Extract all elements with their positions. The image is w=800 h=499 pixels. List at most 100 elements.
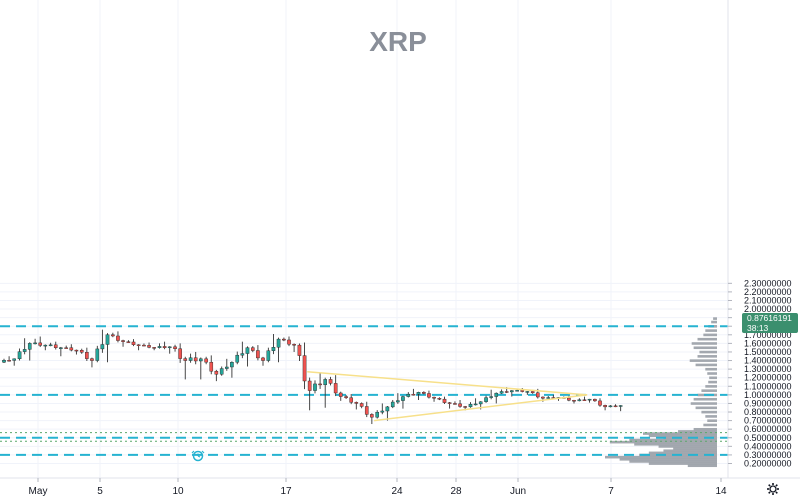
candle-body bbox=[17, 351, 22, 360]
volume-profile-bar bbox=[705, 415, 717, 418]
candle-body bbox=[214, 370, 219, 375]
volume-profile-bar bbox=[705, 367, 717, 371]
candle-body bbox=[463, 406, 467, 408]
candle-body bbox=[74, 349, 79, 352]
candle-body bbox=[276, 338, 281, 348]
candle-body bbox=[271, 347, 276, 351]
x-tick-label: 24 bbox=[391, 486, 403, 497]
candle-body bbox=[302, 355, 307, 382]
candle-body bbox=[396, 400, 400, 403]
candle-body bbox=[484, 397, 488, 402]
candle-body bbox=[178, 348, 182, 359]
y-tick-label: 0.40000000 bbox=[744, 441, 792, 451]
candle-body bbox=[572, 400, 576, 402]
candle-body bbox=[354, 402, 359, 404]
chart-title: XRP bbox=[369, 26, 427, 57]
x-tick-label: 7 bbox=[608, 486, 614, 497]
y-tick-label: 1.70000000 bbox=[744, 330, 792, 340]
candle-body bbox=[422, 392, 426, 394]
candle-body bbox=[297, 344, 302, 356]
volume-profile-bar bbox=[703, 423, 717, 427]
candle-body bbox=[401, 396, 405, 401]
candle-body bbox=[520, 390, 525, 392]
candle-body bbox=[173, 346, 177, 349]
alarm-clock-icon[interactable] bbox=[191, 450, 205, 462]
candle-body bbox=[261, 357, 265, 361]
candle-body bbox=[437, 398, 442, 400]
volume-profile-bar bbox=[693, 346, 717, 350]
candle-body bbox=[525, 391, 530, 393]
time-axis[interactable]: May 5 10 17 24 28 Jun 7 14 bbox=[29, 478, 727, 497]
candle-body bbox=[338, 392, 343, 397]
price-axis-background bbox=[728, 0, 800, 478]
candle-body bbox=[7, 360, 11, 362]
candle-body bbox=[313, 383, 317, 391]
candle-body bbox=[333, 383, 338, 394]
y-tick-label: 0.90000000 bbox=[744, 398, 792, 408]
volume-profile-bar bbox=[695, 363, 717, 367]
candle-body bbox=[147, 345, 151, 348]
triangle-lower-line bbox=[374, 394, 588, 422]
candle-body bbox=[593, 398, 597, 402]
candle-body bbox=[157, 346, 162, 348]
gear-icon[interactable] bbox=[767, 483, 779, 495]
x-tick-label: May bbox=[29, 486, 48, 497]
volume-profile-bar bbox=[703, 333, 717, 337]
y-tick-label: 0.50000000 bbox=[744, 433, 792, 443]
y-tick-label: 2.30000000 bbox=[744, 278, 792, 288]
candle-body bbox=[230, 362, 234, 368]
candle-body bbox=[256, 350, 260, 359]
candle-body bbox=[307, 380, 312, 391]
candle-body bbox=[59, 347, 63, 349]
candle-body bbox=[162, 346, 167, 348]
grid bbox=[0, 0, 728, 478]
candle-body bbox=[489, 396, 493, 398]
candle-body bbox=[126, 341, 131, 343]
volume-profile-bar bbox=[605, 455, 717, 459]
candle-body bbox=[2, 360, 6, 363]
candle-body bbox=[427, 393, 431, 398]
candle-body bbox=[380, 410, 385, 413]
y-tick-label: 0.70000000 bbox=[744, 416, 792, 426]
x-tick-label: 10 bbox=[172, 486, 184, 497]
candle-body bbox=[536, 392, 540, 398]
volume-profile-bar bbox=[701, 389, 717, 392]
candle-body bbox=[27, 343, 32, 350]
volume-profile-bar bbox=[609, 440, 717, 444]
candle-body bbox=[33, 342, 37, 345]
volume-profile-bar bbox=[705, 385, 717, 388]
volume-profile-bar bbox=[642, 432, 717, 435]
candle-body bbox=[64, 347, 68, 349]
candle-body bbox=[473, 403, 478, 406]
candle-body bbox=[193, 357, 198, 362]
candle-body bbox=[494, 392, 499, 397]
candle-body bbox=[390, 401, 395, 408]
volume-profile-bar bbox=[705, 329, 717, 332]
volume-profile-bar bbox=[648, 434, 717, 438]
y-tick-label: 1.40000000 bbox=[744, 356, 792, 366]
candle-body bbox=[567, 397, 571, 401]
y-tick-label: 1.60000000 bbox=[744, 338, 792, 348]
y-tick-label: 1.30000000 bbox=[744, 364, 792, 374]
candle-body bbox=[582, 399, 587, 401]
volume-profile-bar bbox=[663, 449, 717, 453]
volume-profile-bar bbox=[673, 447, 717, 450]
volume-profile-bar bbox=[689, 359, 717, 362]
candle-body bbox=[198, 358, 203, 362]
x-tick-label: Jun bbox=[510, 486, 526, 497]
candle-body bbox=[183, 358, 188, 361]
volume-profile-bar bbox=[707, 372, 717, 375]
triangle-pattern bbox=[307, 370, 588, 422]
x-tick-label: 14 bbox=[715, 486, 727, 497]
candle-body bbox=[142, 344, 146, 347]
candle-body bbox=[323, 379, 328, 386]
y-tick-label: 2.00000000 bbox=[744, 304, 792, 314]
candle-body bbox=[530, 391, 535, 394]
candle-body bbox=[69, 347, 74, 351]
y-tick-label: 0.60000000 bbox=[744, 424, 792, 434]
volume-profile-bar bbox=[693, 427, 717, 431]
candle-body bbox=[370, 414, 374, 418]
y-tick-label: 1.10000000 bbox=[744, 381, 792, 391]
candle-body bbox=[224, 366, 229, 369]
